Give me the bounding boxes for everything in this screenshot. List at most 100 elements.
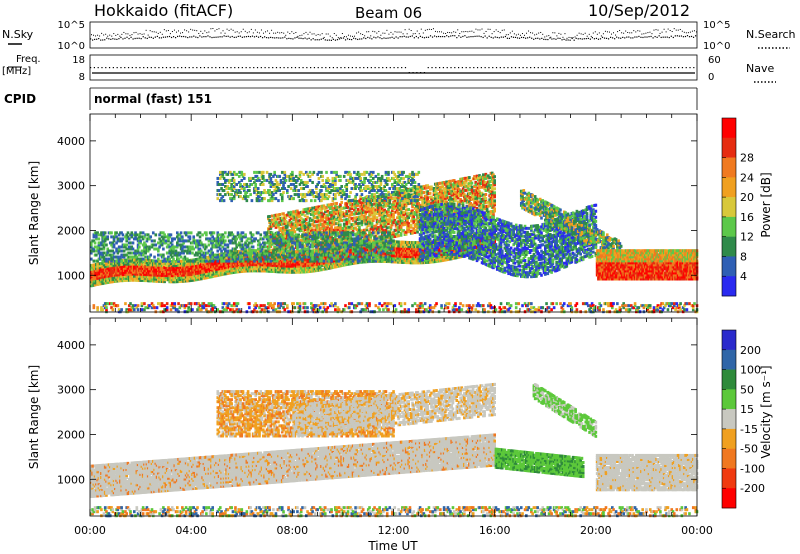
noise-search-point: [405, 29, 406, 30]
noise-sky-point: [640, 37, 641, 38]
noise-search-point: [172, 31, 173, 32]
noise-search-point: [696, 31, 697, 32]
noise-sky-point: [644, 36, 645, 37]
noise-sky-point: [258, 37, 259, 38]
noise-sky-point: [568, 39, 569, 40]
nave-point: [409, 72, 410, 73]
echo-cell: [306, 216, 309, 219]
noise-search-point: [350, 36, 351, 37]
noise-sky-point: [130, 37, 131, 38]
nave-point: [598, 67, 599, 68]
noise-search-point: [324, 37, 325, 38]
noise-search-point: [111, 36, 112, 37]
noise-sky-point: [240, 36, 241, 37]
noise-sky-point: [464, 35, 465, 36]
noise-sky-point: [248, 36, 249, 37]
noise-search-point: [223, 30, 224, 31]
nave-point: [504, 67, 505, 68]
nave-point: [648, 67, 649, 68]
noise-sky-point: [153, 38, 154, 39]
noise-search-point: [148, 35, 149, 36]
nave-point: [522, 67, 523, 68]
noise-search-point: [227, 29, 228, 30]
noise-sky-point: [209, 36, 210, 37]
noise-sky-point: [476, 36, 477, 37]
noise-search-point: [589, 34, 590, 35]
noise-sky-point: [132, 38, 133, 39]
noise-sky-point: [606, 38, 607, 39]
noise-search-point: [599, 32, 600, 33]
noise-sky-point: [217, 36, 218, 37]
nave-point: [120, 67, 121, 68]
nave-point: [359, 67, 360, 68]
noise-search-point: [196, 30, 197, 31]
noise-search-point: [366, 31, 367, 32]
echo-cell: [334, 226, 337, 229]
nave-point: [568, 67, 569, 68]
noise-search-point: [307, 34, 308, 35]
noise-search-point: [368, 31, 369, 32]
noise-search-point: [251, 29, 252, 30]
noise-sky-point: [353, 38, 354, 39]
noise-search-point: [162, 34, 163, 35]
noise-search-point: [427, 29, 428, 30]
noise-sky-point: [580, 38, 581, 39]
noise-sky-point: [355, 38, 356, 39]
nave-point: [136, 67, 137, 68]
noise-sky-point: [213, 37, 214, 38]
noise-sky-point: [596, 38, 597, 39]
noise-search-point: [322, 33, 323, 34]
noise-sky-point: [679, 36, 680, 37]
noise-search-point: [660, 33, 661, 34]
nave-point: [189, 67, 190, 68]
noise-search-point: [354, 36, 355, 37]
noise-sky-point: [547, 39, 548, 40]
noise-search-point: [686, 32, 687, 33]
nave-point: [435, 67, 436, 68]
noise-search-point: [164, 29, 165, 30]
noise-sky-point: [290, 38, 291, 39]
nave-point: [299, 67, 300, 68]
noise-search-point: [611, 34, 612, 35]
nave-point: [124, 67, 125, 68]
noise-sky-point: [317, 39, 318, 40]
nave-point: [181, 67, 182, 68]
noise-sky-point: [145, 37, 146, 38]
noise-search-point: [188, 31, 189, 32]
noise-search-point: [544, 36, 545, 37]
noise-sky-point: [628, 36, 629, 37]
noise-sky-point: [523, 37, 524, 38]
noise-search-point: [526, 33, 527, 34]
noise-search-point: [566, 38, 567, 39]
noise-search-point: [506, 34, 507, 35]
noise-sky-point: [260, 36, 261, 37]
nave-point: [337, 67, 338, 68]
noise-sky-point: [410, 36, 411, 37]
noise-search-point: [399, 32, 400, 33]
noise-search-point: [421, 29, 422, 30]
echo-cell: [278, 213, 281, 216]
noise-search-point: [417, 31, 418, 32]
noise-search-point: [186, 30, 187, 31]
noise-search-point: [649, 32, 650, 33]
noise-search-point: [154, 31, 155, 32]
noise-search-point: [471, 31, 472, 32]
noise-sky-point: [232, 36, 233, 37]
noise-search-point: [105, 34, 106, 35]
nave-point: [424, 72, 425, 73]
noise-search-point: [415, 33, 416, 34]
noise-sky-point: [535, 38, 536, 39]
noise-search-point: [194, 30, 195, 31]
noise-search-point: [328, 34, 329, 35]
noise-sky-point: [416, 36, 417, 37]
noise-search-point: [619, 30, 620, 31]
noise-sky-point: [321, 39, 322, 40]
noise-search-point: [625, 31, 626, 32]
nave-point: [173, 67, 174, 68]
noise-search-point: [318, 34, 319, 35]
noise-search-point: [461, 31, 462, 32]
noise-search-point: [241, 31, 242, 32]
noise-sky-point: [226, 36, 227, 37]
echo-cell: [311, 207, 314, 210]
